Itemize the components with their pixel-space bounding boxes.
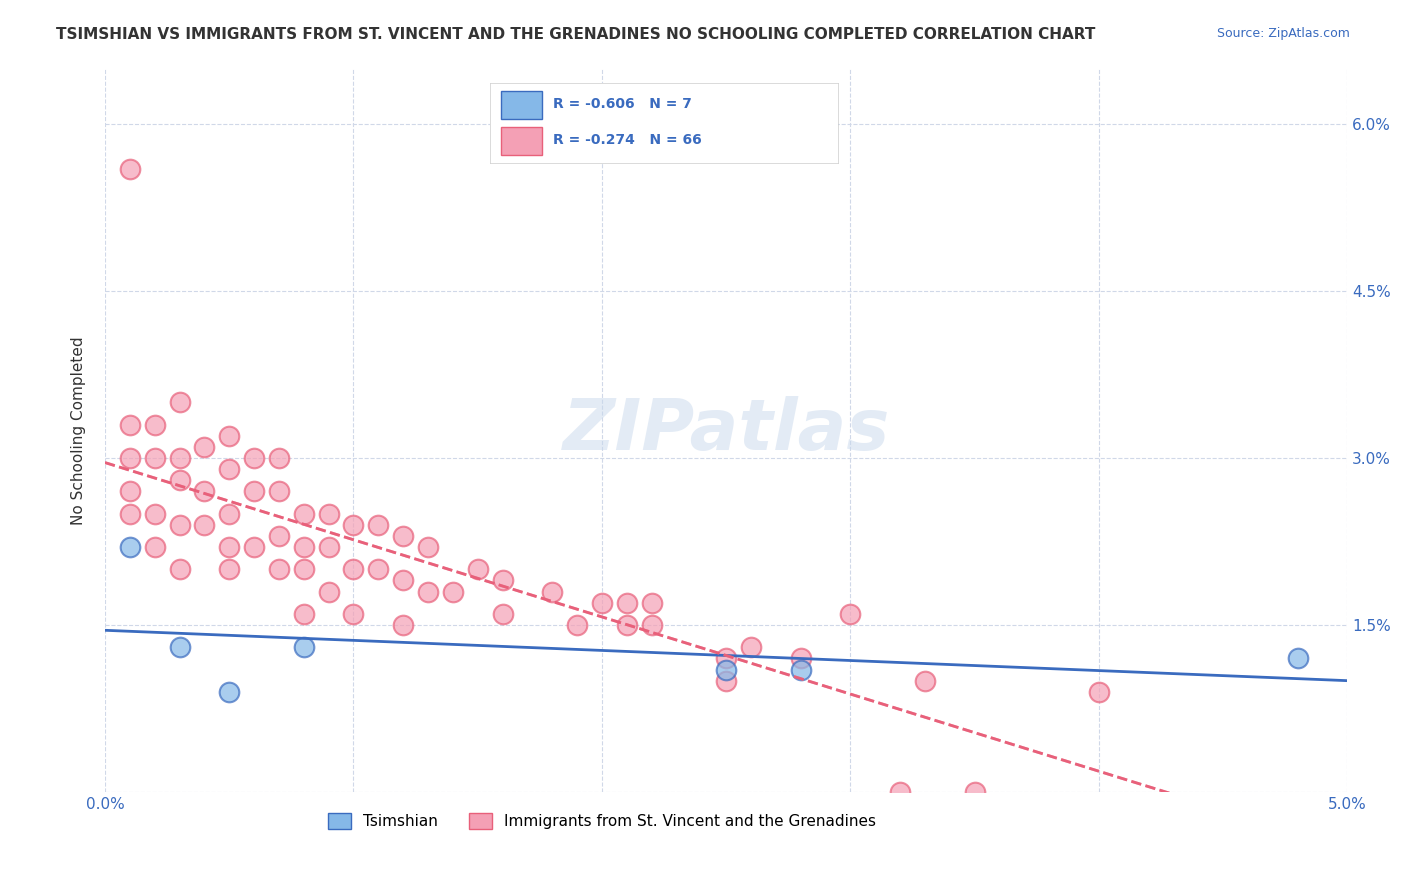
Point [1286, 651, 1309, 665]
Point [193, 517, 215, 532]
Point [889, 785, 911, 799]
Text: ZIPatlas: ZIPatlas [562, 396, 890, 465]
Point [640, 618, 662, 632]
Point [367, 562, 389, 576]
Point [292, 640, 315, 655]
Point [118, 451, 141, 466]
Point [714, 673, 737, 688]
Point [392, 618, 415, 632]
Point [169, 562, 191, 576]
Point [118, 417, 141, 432]
Point [467, 562, 489, 576]
Point [392, 529, 415, 543]
Point [218, 685, 240, 699]
Point [218, 429, 240, 443]
Point [292, 562, 315, 576]
Point [565, 618, 588, 632]
Point [243, 540, 266, 554]
Point [143, 540, 166, 554]
Point [367, 517, 389, 532]
Point [292, 507, 315, 521]
Point [714, 663, 737, 677]
Point [193, 484, 215, 499]
Point [143, 451, 166, 466]
Point [963, 785, 986, 799]
Point [243, 484, 266, 499]
Point [342, 517, 364, 532]
Point [1088, 685, 1111, 699]
Point [292, 607, 315, 621]
Point [267, 484, 290, 499]
Point [318, 540, 340, 554]
Point [267, 451, 290, 466]
Point [491, 607, 513, 621]
Point [143, 417, 166, 432]
Text: Source: ZipAtlas.com: Source: ZipAtlas.com [1216, 27, 1350, 40]
Point [318, 584, 340, 599]
Point [740, 640, 762, 655]
Point [914, 673, 936, 688]
Point [193, 440, 215, 454]
Y-axis label: No Schooling Completed: No Schooling Completed [72, 336, 86, 524]
Point [616, 618, 638, 632]
Point [169, 451, 191, 466]
Point [789, 651, 811, 665]
Point [318, 507, 340, 521]
Point [118, 540, 141, 554]
Point [118, 507, 141, 521]
Point [640, 596, 662, 610]
Point [118, 484, 141, 499]
Point [789, 663, 811, 677]
Point [243, 451, 266, 466]
Point [392, 574, 415, 588]
Point [118, 161, 141, 176]
Point [491, 574, 513, 588]
Point [541, 584, 564, 599]
Point [342, 607, 364, 621]
Text: TSIMSHIAN VS IMMIGRANTS FROM ST. VINCENT AND THE GRENADINES NO SCHOOLING COMPLET: TSIMSHIAN VS IMMIGRANTS FROM ST. VINCENT… [56, 27, 1095, 42]
Point [591, 596, 613, 610]
Point [218, 562, 240, 576]
Point [218, 540, 240, 554]
Point [416, 540, 439, 554]
Point [714, 651, 737, 665]
Point [416, 584, 439, 599]
Point [169, 473, 191, 487]
Point [218, 507, 240, 521]
Point [292, 540, 315, 554]
Legend: Tsimshian, Immigrants from St. Vincent and the Grenadines: Tsimshian, Immigrants from St. Vincent a… [322, 806, 882, 835]
Point [267, 562, 290, 576]
Point [616, 596, 638, 610]
Point [218, 462, 240, 476]
Point [169, 640, 191, 655]
Point [143, 507, 166, 521]
Point [342, 562, 364, 576]
Point [169, 395, 191, 409]
Point [441, 584, 464, 599]
Point [169, 517, 191, 532]
Point [267, 529, 290, 543]
Point [839, 607, 862, 621]
